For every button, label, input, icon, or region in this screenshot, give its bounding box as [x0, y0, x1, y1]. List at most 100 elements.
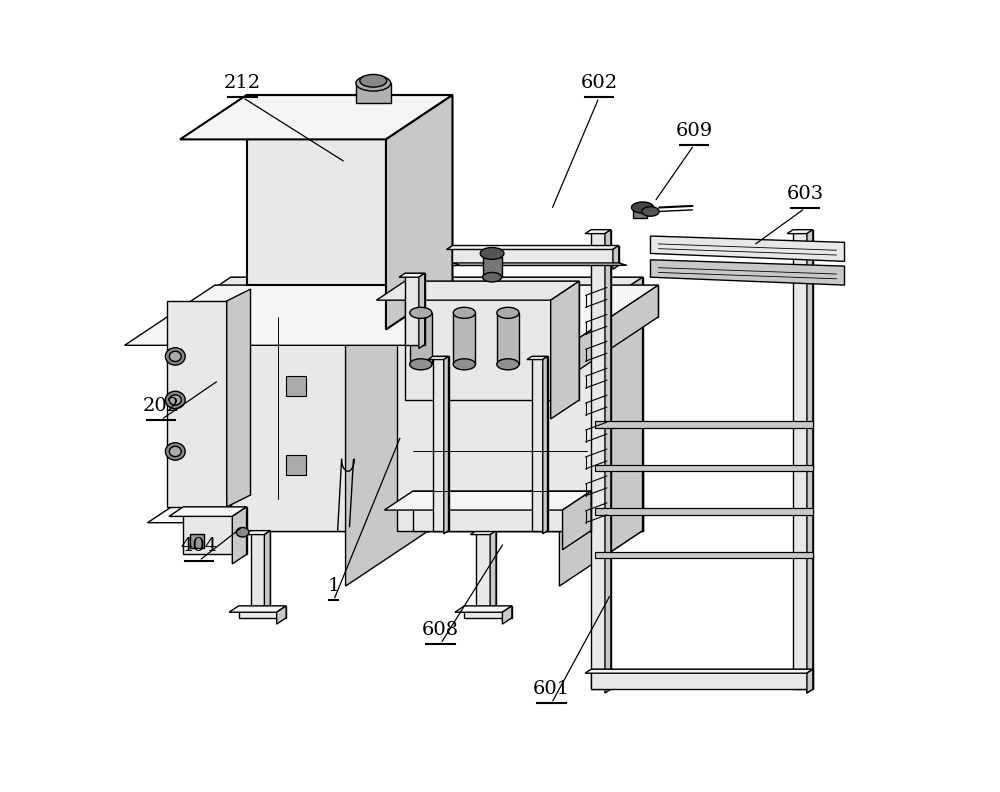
Text: 404: 404	[180, 538, 218, 555]
Bar	[286, 455, 306, 475]
Polygon shape	[251, 531, 270, 610]
Polygon shape	[490, 531, 496, 614]
Polygon shape	[455, 606, 512, 612]
Polygon shape	[264, 531, 270, 614]
Polygon shape	[148, 277, 429, 333]
Polygon shape	[605, 230, 611, 693]
Ellipse shape	[453, 359, 475, 370]
Polygon shape	[551, 281, 579, 419]
Polygon shape	[585, 669, 813, 673]
Polygon shape	[595, 421, 813, 428]
Polygon shape	[232, 507, 247, 564]
Polygon shape	[405, 281, 579, 400]
Polygon shape	[413, 491, 591, 531]
Polygon shape	[595, 552, 813, 558]
Polygon shape	[595, 508, 813, 515]
Ellipse shape	[165, 391, 185, 409]
Text: 602: 602	[580, 74, 618, 92]
Polygon shape	[346, 277, 429, 586]
Ellipse shape	[165, 348, 185, 365]
Polygon shape	[793, 230, 813, 689]
Polygon shape	[376, 281, 579, 300]
Text: 212: 212	[224, 74, 261, 92]
Polygon shape	[543, 356, 548, 534]
Polygon shape	[419, 273, 425, 348]
Polygon shape	[568, 285, 658, 377]
Ellipse shape	[410, 359, 432, 370]
Bar	[497, 313, 519, 364]
Polygon shape	[585, 230, 611, 234]
Polygon shape	[169, 507, 247, 516]
Ellipse shape	[410, 307, 432, 318]
Text: 1: 1	[327, 577, 340, 595]
Polygon shape	[447, 246, 619, 249]
Polygon shape	[613, 246, 619, 269]
Polygon shape	[444, 356, 449, 534]
Polygon shape	[386, 95, 452, 329]
Polygon shape	[807, 669, 813, 693]
Polygon shape	[247, 95, 452, 285]
Polygon shape	[215, 285, 658, 317]
Ellipse shape	[169, 394, 181, 406]
Polygon shape	[245, 531, 270, 535]
Ellipse shape	[356, 75, 391, 91]
Ellipse shape	[631, 202, 654, 213]
Bar	[190, 534, 204, 548]
Polygon shape	[595, 465, 813, 471]
Polygon shape	[591, 669, 813, 689]
Ellipse shape	[480, 247, 504, 260]
Polygon shape	[452, 263, 627, 265]
Bar	[410, 313, 432, 364]
Polygon shape	[399, 273, 425, 277]
Polygon shape	[650, 236, 845, 261]
Polygon shape	[231, 467, 643, 531]
Text: 601: 601	[533, 680, 570, 698]
Bar	[633, 206, 647, 218]
Text: 609: 609	[675, 122, 713, 139]
Ellipse shape	[169, 447, 181, 456]
Polygon shape	[476, 531, 496, 610]
Ellipse shape	[642, 207, 659, 216]
Polygon shape	[464, 606, 512, 618]
Text: 603: 603	[786, 185, 824, 203]
Polygon shape	[354, 277, 643, 306]
Polygon shape	[229, 606, 286, 612]
Ellipse shape	[360, 74, 387, 87]
Ellipse shape	[497, 359, 519, 370]
Ellipse shape	[497, 307, 519, 318]
Text: 608: 608	[422, 621, 459, 638]
Ellipse shape	[169, 351, 181, 361]
Polygon shape	[559, 467, 643, 586]
Ellipse shape	[483, 272, 502, 282]
Ellipse shape	[236, 527, 249, 537]
Polygon shape	[125, 285, 658, 345]
Polygon shape	[148, 467, 643, 523]
Polygon shape	[397, 277, 643, 531]
Polygon shape	[807, 230, 813, 693]
Polygon shape	[591, 230, 611, 689]
Polygon shape	[470, 531, 496, 535]
Polygon shape	[600, 277, 643, 559]
Polygon shape	[167, 301, 227, 507]
Polygon shape	[183, 507, 247, 554]
Polygon shape	[650, 260, 845, 285]
Polygon shape	[384, 491, 591, 510]
Polygon shape	[452, 246, 619, 265]
Polygon shape	[532, 356, 548, 531]
Polygon shape	[180, 95, 452, 139]
Polygon shape	[428, 356, 449, 360]
Polygon shape	[433, 356, 449, 531]
Text: 202: 202	[142, 397, 180, 414]
Polygon shape	[405, 273, 425, 345]
Ellipse shape	[453, 307, 475, 318]
Polygon shape	[563, 491, 591, 550]
Bar	[453, 313, 475, 364]
Bar	[483, 257, 502, 277]
Ellipse shape	[165, 443, 185, 460]
Polygon shape	[527, 356, 548, 360]
Polygon shape	[502, 606, 512, 624]
Polygon shape	[227, 289, 251, 507]
Polygon shape	[231, 277, 429, 531]
Polygon shape	[787, 230, 813, 234]
Polygon shape	[239, 606, 286, 618]
